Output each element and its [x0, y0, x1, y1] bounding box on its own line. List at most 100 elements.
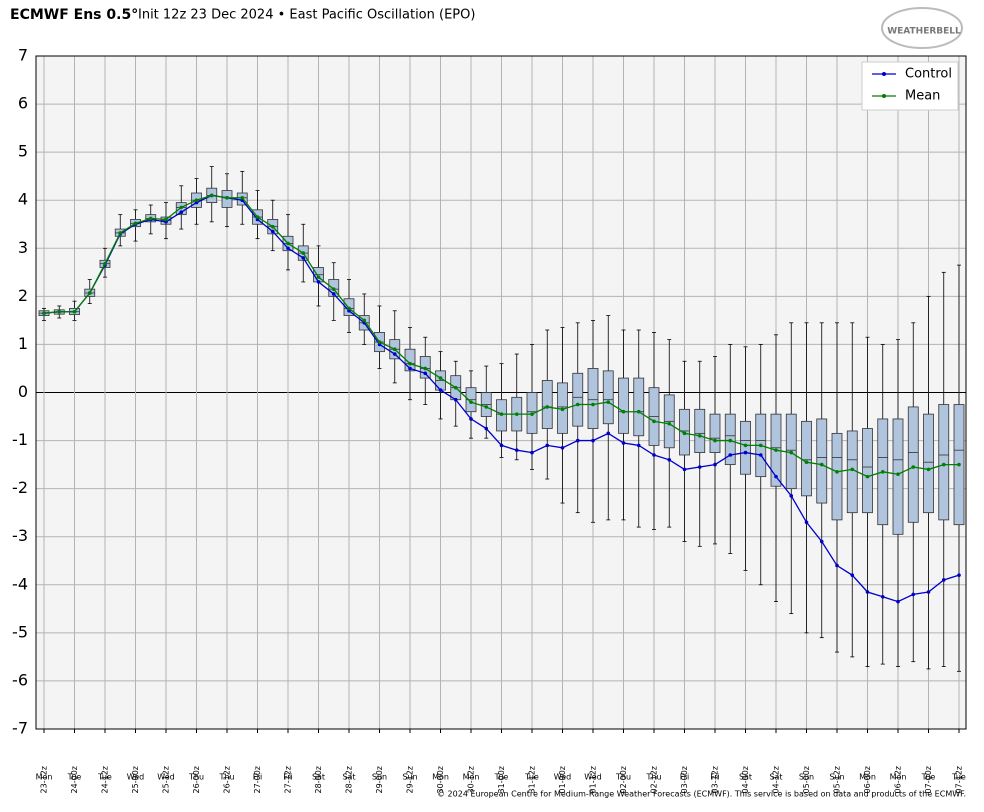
- box: [938, 404, 950, 521]
- x-tick-label: 26-12z: [223, 766, 232, 793]
- box: [404, 348, 416, 372]
- series-point: [530, 450, 534, 455]
- series-point: [42, 311, 46, 315]
- series-point: [225, 196, 229, 200]
- box: [907, 406, 919, 523]
- x-tick-label: 28-12z: [345, 766, 354, 793]
- series-point: [469, 400, 473, 404]
- series-point: [880, 595, 885, 599]
- series-point: [438, 376, 443, 380]
- y-tick-label: 1: [18, 334, 28, 353]
- y-tick-label: -4: [12, 574, 28, 593]
- footer: © 2024 European Centre for Medium-Range …: [437, 790, 966, 799]
- day-label: Sat: [739, 773, 752, 782]
- x-tick-label: 02-00z: [619, 766, 628, 793]
- series-point: [865, 590, 870, 594]
- day-label: Fri: [283, 773, 293, 782]
- x-tick-label: 24-12z: [101, 766, 110, 793]
- series-point: [179, 205, 184, 210]
- series-point: [453, 397, 458, 402]
- series-point: [530, 412, 534, 416]
- series-point: [957, 462, 961, 467]
- x-tick-label: 02-12z: [650, 766, 659, 793]
- series-point: [819, 539, 824, 544]
- day-label: Thu: [218, 773, 234, 782]
- y-tick-label: 5: [18, 142, 28, 161]
- y-tick-label: 2: [18, 286, 28, 305]
- y-tick-label: 4: [18, 190, 28, 209]
- series-point: [606, 431, 611, 436]
- series-point: [72, 309, 77, 314]
- series-point: [331, 292, 336, 296]
- x-tick-label: 29-12z: [406, 766, 415, 793]
- legend-label: Mean: [905, 89, 940, 104]
- series-point: [301, 251, 306, 255]
- series-point: [941, 462, 946, 467]
- series-point: [209, 193, 214, 198]
- x-tick-label: 04-12z: [772, 766, 781, 793]
- day-label: Mon: [432, 773, 449, 782]
- series-point: [148, 216, 153, 221]
- x-tick-label: 25-12z: [162, 766, 171, 793]
- box: [709, 413, 721, 453]
- series-point: [392, 347, 397, 352]
- series-point: [286, 241, 290, 246]
- box: [572, 372, 584, 427]
- series-point: [423, 366, 428, 371]
- day-label: Sun: [402, 773, 417, 782]
- series-point: [331, 287, 336, 291]
- box: [541, 380, 553, 429]
- series-point: [164, 217, 168, 222]
- series-point: [850, 573, 855, 577]
- x-tick-label: 27-00z: [253, 766, 262, 793]
- x-tick-label: 24-00z: [70, 766, 79, 793]
- y-tick-label: -6: [12, 670, 28, 689]
- series-point: [774, 448, 778, 452]
- series-point: [560, 407, 565, 412]
- series-point: [377, 340, 382, 344]
- series-point: [697, 433, 702, 438]
- series-point: [621, 409, 626, 414]
- series-point: [652, 453, 656, 457]
- day-label: Tue: [524, 773, 539, 782]
- series-point: [926, 590, 931, 594]
- day-label: Fri: [710, 773, 720, 782]
- box: [740, 420, 751, 475]
- series-point: [240, 196, 245, 200]
- day-label: Thu: [615, 773, 631, 782]
- series-point: [728, 438, 733, 443]
- series-point: [804, 460, 809, 465]
- day-label: Mon: [36, 773, 53, 782]
- series-point: [743, 443, 748, 448]
- day-label: Fri: [680, 773, 690, 782]
- box: [923, 413, 934, 514]
- box: [846, 430, 858, 514]
- series-point: [270, 229, 275, 234]
- x-tick-label: 05-12z: [833, 766, 842, 793]
- x-tick-label: 29-00z: [375, 766, 384, 793]
- day-label: Sat: [342, 773, 355, 782]
- series-point: [789, 450, 794, 455]
- legend-dot: [882, 72, 886, 76]
- box: [801, 420, 812, 497]
- series-point: [392, 352, 397, 356]
- series-point: [713, 438, 717, 443]
- series-point: [255, 215, 260, 219]
- series-point: [667, 458, 672, 462]
- legend-label: Control: [905, 67, 952, 82]
- series-point: [926, 467, 931, 472]
- series-point: [652, 419, 656, 424]
- series-point: [850, 467, 855, 472]
- x-tick-label: 07-12z: [955, 766, 964, 793]
- series-point: [682, 467, 687, 472]
- box: [633, 377, 645, 437]
- day-label: Wed: [554, 773, 571, 782]
- series-point: [758, 453, 763, 457]
- series-point: [484, 426, 489, 431]
- series-point: [194, 198, 199, 203]
- box: [602, 370, 614, 425]
- series-point: [103, 261, 107, 266]
- series-point: [316, 280, 321, 284]
- day-label: Thu: [188, 773, 204, 782]
